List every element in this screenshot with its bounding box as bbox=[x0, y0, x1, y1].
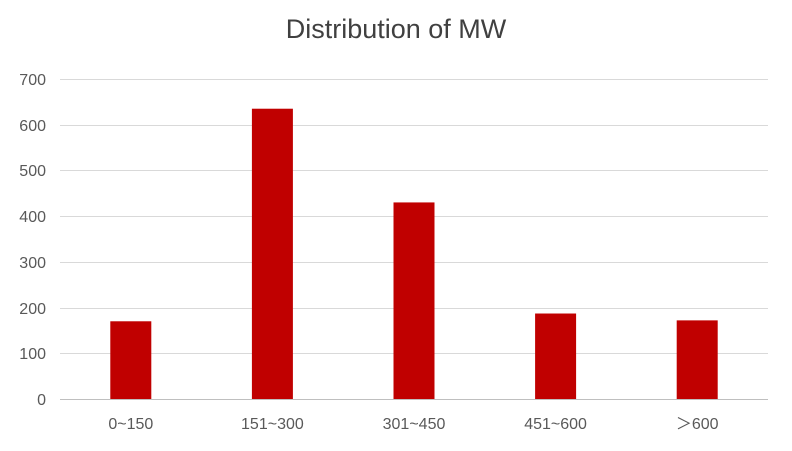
y-axis-ticks: 0 100 200 300 400 500 600 700 bbox=[19, 72, 46, 409]
bar bbox=[535, 313, 577, 399]
x-tick-label: 301~450 bbox=[383, 416, 446, 433]
bars bbox=[110, 108, 718, 399]
chart-title: Distribution of MW bbox=[285, 14, 507, 44]
y-tick-label: 200 bbox=[19, 301, 46, 318]
x-tick-label: ＞600 bbox=[676, 416, 719, 433]
y-tick-label: 100 bbox=[19, 346, 46, 363]
y-tick-label: 600 bbox=[19, 118, 46, 135]
x-axis-ticks: 0~150 151~300 301~450 451~600 ＞600 bbox=[108, 416, 718, 433]
bar bbox=[676, 320, 718, 399]
y-tick-label: 0 bbox=[37, 392, 46, 409]
y-tick-label: 500 bbox=[19, 163, 46, 180]
bar bbox=[110, 321, 152, 399]
y-tick-label: 400 bbox=[19, 209, 46, 226]
bar bbox=[393, 202, 435, 399]
x-tick-label: 451~600 bbox=[524, 416, 587, 433]
x-tick-label: 0~150 bbox=[108, 416, 153, 433]
y-tick-label: 300 bbox=[19, 255, 46, 272]
x-tick-label: 151~300 bbox=[241, 416, 304, 433]
bar bbox=[251, 108, 293, 399]
y-tick-label: 700 bbox=[19, 72, 46, 89]
